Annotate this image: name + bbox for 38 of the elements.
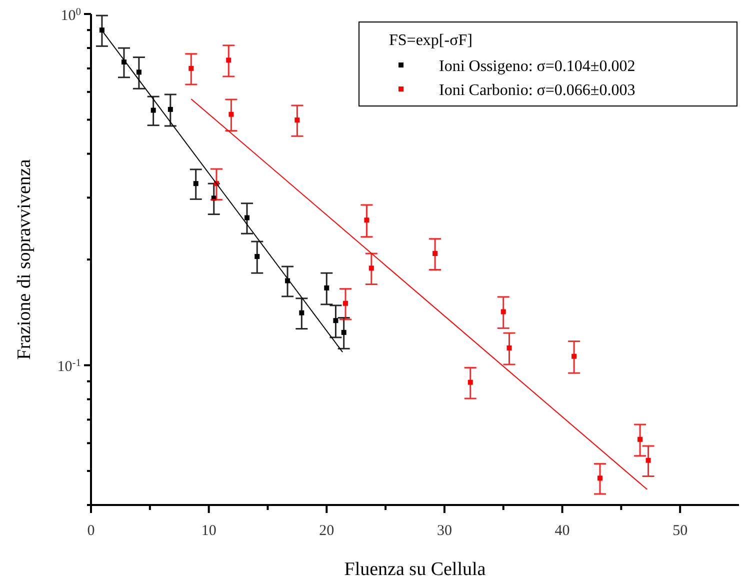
point: [188, 66, 194, 71]
legend-title: FS=exp[-σF]: [389, 32, 472, 49]
point: [136, 70, 142, 75]
point: [364, 218, 370, 223]
x-tick-label: 50: [672, 523, 688, 539]
point: [254, 254, 260, 259]
point: [324, 285, 330, 290]
point: [299, 310, 304, 316]
x-tick-label: 20: [319, 523, 334, 539]
point: [597, 476, 602, 481]
point: [646, 458, 651, 463]
point: [150, 108, 156, 113]
y-tick-label: 10$^{-1}$: [57, 358, 81, 376]
point: [341, 330, 346, 335]
x-axis-title: Fluenza su Cellula: [344, 559, 486, 580]
point: [342, 300, 348, 306]
point: [228, 112, 234, 117]
point: [244, 215, 250, 220]
point: [294, 118, 300, 123]
point: [368, 266, 374, 271]
point: [638, 436, 643, 442]
point: [572, 354, 577, 359]
legend-label: Ioni Carbonio: σ=0.066±0.003: [439, 82, 636, 99]
x-tick-label: 30: [436, 523, 452, 539]
x-tick-label: 0: [87, 523, 95, 539]
point: [506, 345, 512, 350]
legend-label: Ioni Ossigeno: σ=0.104±0.002: [439, 58, 636, 75]
point: [168, 106, 173, 112]
x-tick-label: 10: [201, 523, 216, 539]
point: [500, 309, 506, 314]
point: [193, 181, 198, 186]
y-axis-title: Frazione di sopravvivenza: [14, 158, 35, 360]
x-tick-label: 40: [554, 523, 570, 539]
point: [333, 318, 338, 324]
y-tick-label: 10$^{0}$: [60, 6, 81, 24]
point: [432, 251, 438, 256]
point: [468, 380, 473, 385]
point: [226, 58, 232, 63]
